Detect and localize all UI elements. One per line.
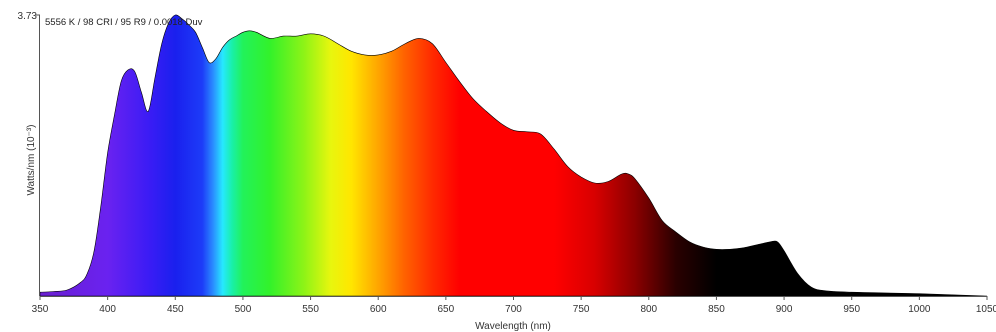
x-tick-label: 350 <box>32 304 49 315</box>
y-axis-title: Watts/nm (10⁻³) <box>26 124 37 195</box>
x-tick-label: 600 <box>370 304 387 315</box>
x-tick-label: 550 <box>302 304 319 315</box>
x-tick-label: 700 <box>505 304 522 315</box>
x-tick-label: 750 <box>573 304 590 315</box>
x-tick-label: 950 <box>843 304 860 315</box>
x-tick-label: 1000 <box>908 304 931 315</box>
y-axis: 3.73 <box>18 11 40 296</box>
y-tick-label: 3.73 <box>18 11 38 22</box>
x-axis-title: Wavelength (nm) <box>475 321 551 332</box>
x-tick-label: 450 <box>167 304 184 315</box>
spectrum-area <box>39 14 988 297</box>
x-tick-label: 1050 <box>976 304 996 315</box>
x-tick-label: 850 <box>708 304 725 315</box>
x-axis: 350 400 450 500 550 600 650 700 750 800 850 900 950 1… <box>32 296 996 315</box>
x-tick-label: 800 <box>640 304 657 315</box>
x-tick-label: 400 <box>99 304 116 315</box>
x-tick-label: 500 <box>235 304 252 315</box>
x-tick-label: 650 <box>438 304 455 315</box>
plot-area <box>39 14 988 297</box>
chart-title: 5556 K / 98 CRI / 95 R9 / 0.0018 Duv <box>45 17 203 28</box>
x-tick-label: 900 <box>776 304 793 315</box>
